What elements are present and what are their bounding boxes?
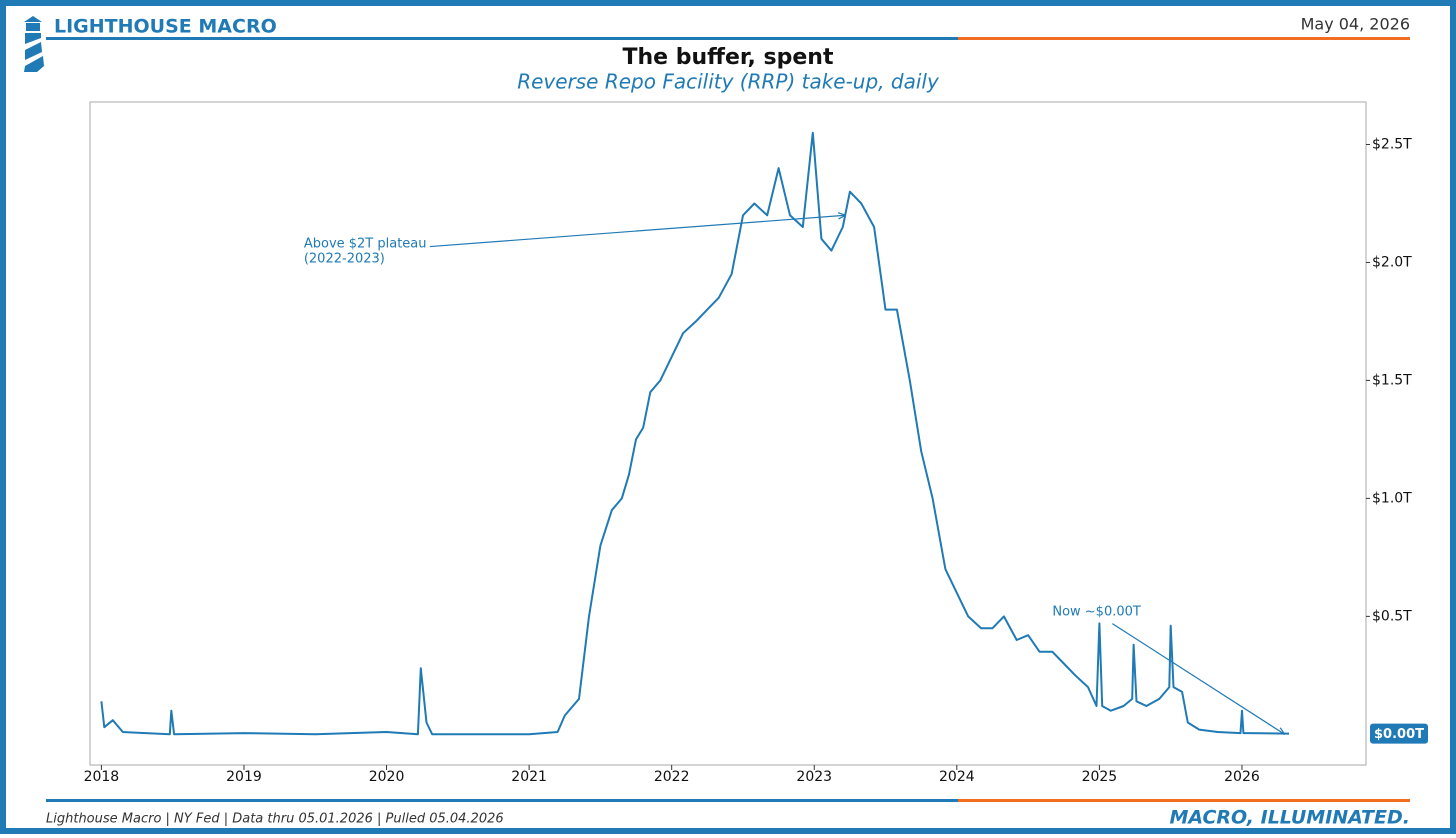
plot-area — [89, 101, 1367, 766]
annotation-arrow — [429, 214, 846, 248]
x-tick-label: 2019 — [226, 769, 262, 785]
x-tick-label: 2021 — [511, 769, 547, 785]
chart-title: The buffer, spent — [623, 45, 834, 70]
annotation-line: (2022-2023) — [304, 251, 385, 266]
y-tick-label: $1.5T — [1372, 372, 1412, 388]
date: May 04, 2026 — [1301, 15, 1410, 34]
end-label-box — [1370, 723, 1428, 744]
x-tick-label: 2024 — [939, 769, 975, 785]
arrow-head — [1276, 727, 1286, 735]
y-tick-label: $0.5T — [1372, 608, 1412, 624]
x-tick-label: 2020 — [369, 769, 405, 785]
x-tick-label: 2023 — [796, 769, 832, 785]
chart-subtitle: Reverse Repo Facility (RRP) take-up, dai… — [517, 70, 940, 94]
logo — [24, 16, 44, 72]
x-tick-label: 2018 — [84, 769, 120, 785]
x-tick-label: 2026 — [1224, 769, 1260, 785]
end-label: $0.00T — [1374, 727, 1424, 742]
annotation: Above $2T plateau (2022-2023) — [304, 236, 427, 266]
y-tick-label: $2.0T — [1372, 254, 1412, 270]
brand: LIGHTHOUSE MACRO — [54, 16, 277, 38]
series-line — [100, 131, 1290, 736]
y-tick-label: $2.5T — [1372, 136, 1412, 152]
footer-source: Lighthouse Macro | NY Fed | Data thru 05… — [46, 812, 504, 827]
x-tick-label: 2025 — [1082, 769, 1118, 785]
annotation: Now ~$0.00T — [1052, 604, 1141, 619]
annotation-line: Above $2T plateau — [304, 236, 427, 251]
x-tick-label: 2022 — [654, 769, 690, 785]
tagline: MACRO, ILLUMINATED. — [1169, 807, 1410, 829]
arrow-head — [837, 212, 846, 220]
y-tick-label: $1.0T — [1372, 490, 1412, 506]
annotation-arrow — [1112, 623, 1286, 735]
annotation-line: Now ~$0.00T — [1052, 604, 1141, 619]
